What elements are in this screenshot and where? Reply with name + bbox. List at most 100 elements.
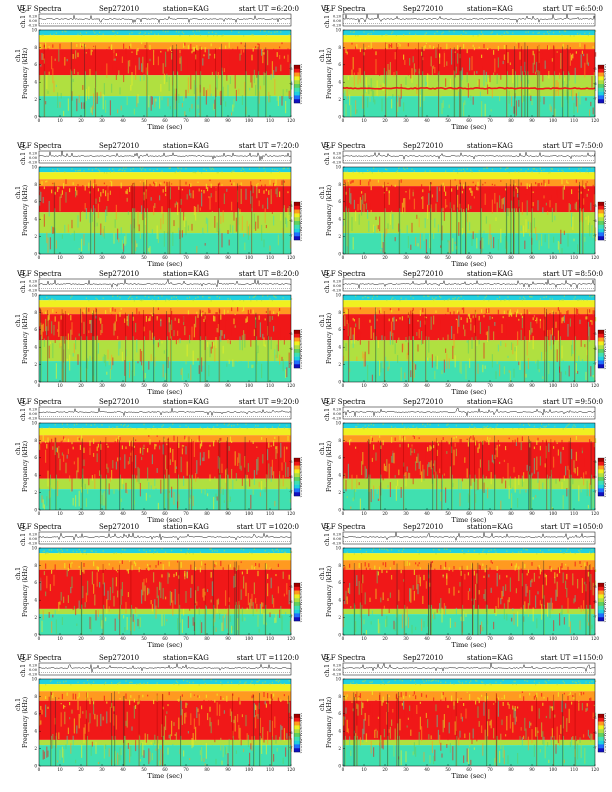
colorbar-tick-label: -6 [289,731,292,735]
panel-start-time: start UT =6:20:0 [238,5,299,13]
colorbar-frame [597,582,605,622]
colorbar-segment [294,337,300,342]
colorbar: -5 -6 -7 log(PSD)(V²/Hz) [289,457,306,498]
colorbar-segment [294,484,300,489]
y-tick-label: 2 [338,746,341,751]
y-tick-label: 0 [338,251,341,256]
spectrogram-yellow-band [343,428,595,436]
y-tick-label: 10 [32,676,38,681]
x-axis-label: Time (sec) [452,641,487,649]
panel-station: station=KAG [163,270,209,278]
x-tick-label: 0 [342,767,345,772]
colorbar-segment [294,99,300,104]
ch1-tick-label: 0.20 [333,663,342,667]
colorbar-segment [598,352,604,357]
spectrogram [342,678,597,767]
spectrogram-axes: 0 10 20 30 40 50 60 70 80 90 100 110 120 Time (sec) 0 2… [319,420,599,524]
x-tick-label: 70 [487,767,493,772]
y-tick-label: 0 [34,379,37,384]
colorbar-segment [598,729,604,734]
x-tick-label: 110 [266,767,274,772]
colorbar-segment [294,617,300,622]
x-tick-label: 0 [38,511,41,516]
colorbar-label: log(PSD)(V²/Hz) [603,713,606,754]
spectra-panel-4: VLF Spectra Sep272010 station=KAG start … [314,141,610,272]
y-tick-label: 6 [34,199,37,204]
x-tick-label: 100 [549,118,557,123]
colorbar-frame [293,64,301,104]
x-tick-label: 110 [570,118,578,123]
x-tick-label: 30 [99,383,105,388]
spectrogram [342,29,597,118]
y-tick-label: 6 [34,455,37,460]
colorbar-tick-label: -6 [289,600,292,604]
x-tick-label: 10 [57,767,63,772]
y-tick-label: 10 [336,292,342,297]
spectrogram-transition-band [39,212,291,234]
spectrogram-low-band [343,361,595,382]
colorbar-segment [598,605,604,610]
y-tick-label: 2 [34,97,37,102]
x-tick-label: 60 [162,511,168,516]
ch1-waveform-line [342,14,596,24]
x-tick-label: 0 [342,118,345,123]
panel-title: VLF Spectra [321,654,366,662]
x-tick-label: 120 [287,511,295,516]
ch1-axis-label: ch.1 (V) [20,523,27,546]
colorbar-segment [294,477,300,481]
colorbar-segment [598,609,604,614]
x-tick-label: 80 [204,636,210,641]
colorbar-label: log(PSD)(V²/Hz) [299,582,302,623]
panel-date: Sep272010 [403,270,444,278]
colorbar-segment [294,473,300,478]
ch1-tick-label: -0.20 [28,416,38,420]
x-tick-label: 20 [382,511,388,516]
colorbar-segment [294,341,300,346]
ch1-axis-label: ch.1 (V) [324,270,331,293]
x-tick-label: 90 [225,255,231,260]
y-tick-label: 6 [338,199,341,204]
colorbar-segment [598,333,604,338]
colorbar-segment [294,352,300,357]
x-tick-label: 70 [183,118,189,123]
ch1-frame [342,150,596,164]
panel-station: station=KAG [467,5,513,13]
spectrogram-yellow-band [343,35,595,43]
y-tick-label: 6 [34,711,37,716]
x-tick-label: 30 [403,118,409,123]
spectrogram-axes: 0 10 20 30 40 50 60 70 80 90 100 110 120 Time (sec) 0 2… [15,420,295,524]
ch1-tick-label: 0.20 [333,279,342,283]
x-tick-label: 30 [403,767,409,772]
colorbar-segment [598,458,604,462]
x-tick-label: 40 [424,383,430,388]
panel-title: VLF Spectra [321,398,366,406]
ch1-axis-label: ch.1 (V) [20,142,27,165]
x-tick-label: 50 [141,383,147,388]
x-tick-label: 20 [382,255,388,260]
x-tick-label: 60 [466,636,472,641]
panel-title: VLF Spectra [321,5,366,13]
spectrogram [38,294,293,383]
colorbar-segment [294,205,300,210]
panel-date: Sep272010 [403,654,444,662]
x-tick-label: 90 [529,636,535,641]
colorbar-segment [598,84,604,88]
x-tick-label: 90 [225,118,231,123]
colorbar-segment [598,744,604,749]
y-tick-label: 4 [338,473,341,478]
ch1-tick-label: -0.20 [332,160,342,164]
colorbar: -5 -6 -7 log(PSD)(V²/Hz) [593,582,610,623]
ch1-waveform-line [342,279,596,290]
x-tick-label: 80 [508,636,514,641]
colorbar-frame [597,64,605,104]
x-tick-label: 80 [508,118,514,123]
spectrogram-orange-band [39,307,291,315]
x-tick-label: 70 [183,255,189,260]
ch1-waveform-line [342,151,596,161]
colorbar: -5 -6 -7 log(PSD)(V²/Hz) [593,201,610,242]
colorbar-tick-label: -7 [593,234,596,238]
